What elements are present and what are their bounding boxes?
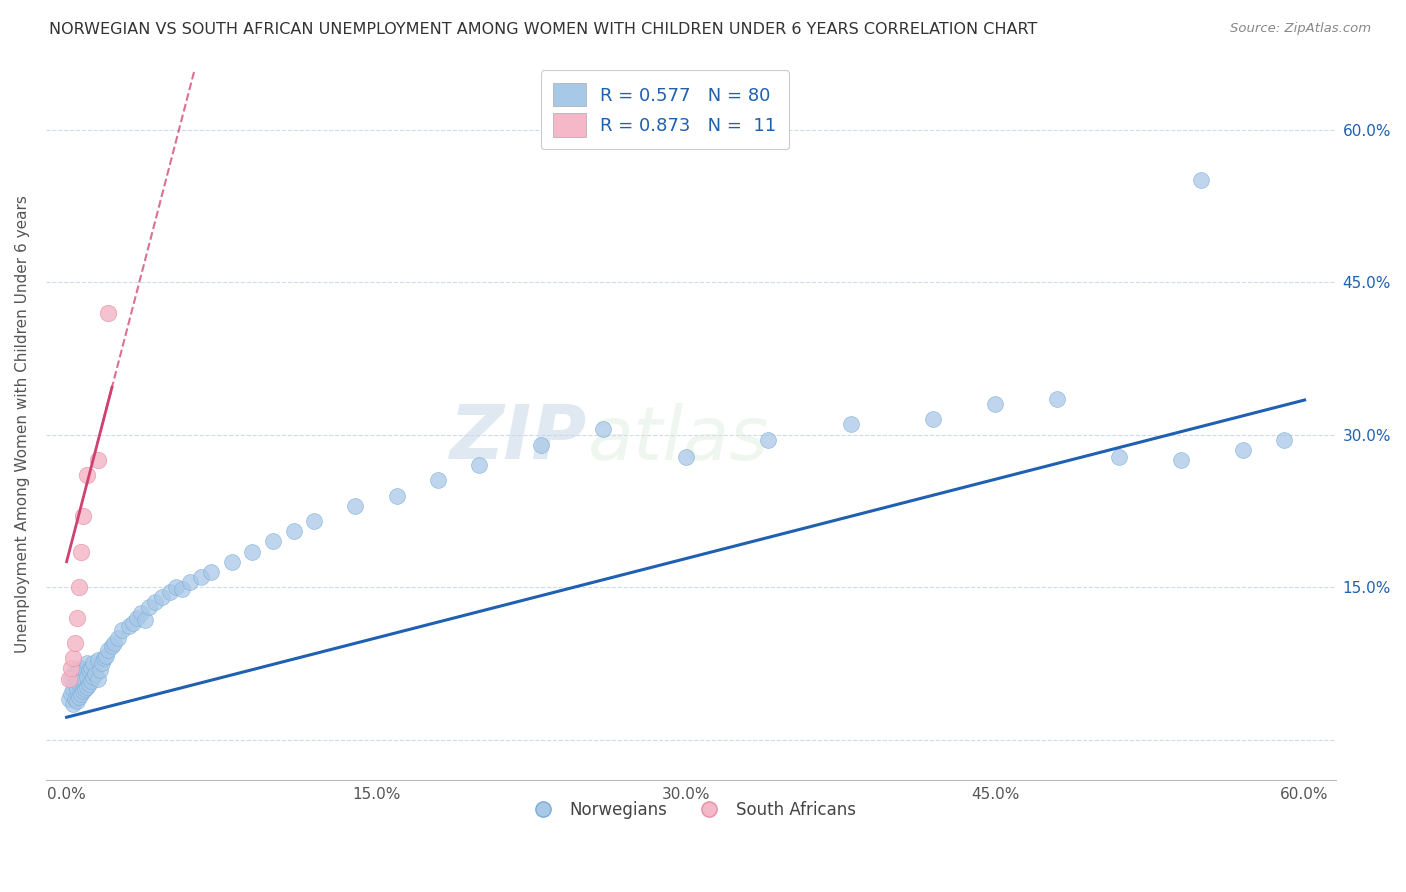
- Point: [94, 649, 117, 664]
- Point: [63, 676, 86, 690]
- Text: NORWEGIAN VS SOUTH AFRICAN UNEMPLOYMENT AMONG WOMEN WITH CHILDREN UNDER 6 YEARS : NORWEGIAN VS SOUTH AFRICAN UNEMPLOYMENT …: [49, 22, 1038, 37]
- Text: atlas: atlas: [588, 402, 769, 475]
- Point: [59, 672, 82, 686]
- Point: [63, 692, 86, 706]
- Point: [1170, 453, 1192, 467]
- Point: [143, 595, 166, 609]
- Point: [302, 514, 325, 528]
- Point: [75, 681, 97, 696]
- Point: [179, 574, 201, 589]
- Point: [134, 613, 156, 627]
- Point: [283, 524, 305, 538]
- Point: [76, 657, 98, 671]
- Point: [93, 651, 115, 665]
- Point: [70, 661, 93, 675]
- Y-axis label: Unemployment Among Women with Children Under 6 years: Unemployment Among Women with Children U…: [15, 195, 30, 653]
- Point: [468, 458, 491, 472]
- Point: [165, 580, 187, 594]
- Point: [344, 499, 367, 513]
- Text: Source: ZipAtlas.com: Source: ZipAtlas.com: [1230, 22, 1371, 36]
- Point: [62, 697, 84, 711]
- Point: [82, 670, 104, 684]
- Point: [76, 680, 98, 694]
- Point: [172, 582, 194, 596]
- Point: [240, 544, 263, 558]
- Point: [66, 673, 89, 688]
- Point: [90, 657, 112, 671]
- Point: [1272, 433, 1295, 447]
- Point: [121, 615, 143, 630]
- Point: [80, 673, 103, 688]
- Point: [66, 681, 89, 696]
- Point: [72, 508, 94, 523]
- Point: [262, 534, 284, 549]
- Point: [70, 544, 93, 558]
- Point: [385, 489, 408, 503]
- Point: [58, 692, 80, 706]
- Point: [101, 639, 124, 653]
- Point: [1108, 450, 1130, 464]
- Point: [592, 422, 614, 436]
- Point: [70, 673, 93, 688]
- Point: [67, 580, 90, 594]
- Point: [1046, 392, 1069, 406]
- Point: [97, 305, 120, 319]
- Point: [58, 672, 80, 686]
- Point: [80, 661, 103, 675]
- Point: [63, 666, 86, 681]
- Point: [63, 636, 86, 650]
- Point: [59, 687, 82, 701]
- Point: [75, 664, 97, 678]
- Point: [427, 473, 450, 487]
- Point: [62, 681, 84, 696]
- Point: [72, 672, 94, 686]
- Point: [70, 687, 93, 701]
- Point: [62, 666, 84, 681]
- Point: [117, 619, 139, 633]
- Point: [86, 653, 108, 667]
- Point: [159, 585, 181, 599]
- Point: [79, 676, 101, 690]
- Point: [984, 397, 1007, 411]
- Point: [103, 636, 125, 650]
- Point: [107, 631, 129, 645]
- Point: [125, 610, 148, 624]
- Point: [1232, 442, 1254, 457]
- Point: [59, 661, 82, 675]
- Point: [66, 664, 89, 678]
- Point: [84, 666, 107, 681]
- Point: [530, 438, 553, 452]
- Point: [82, 657, 104, 671]
- Point: [150, 591, 173, 605]
- Point: [89, 664, 111, 678]
- Point: [675, 450, 697, 464]
- Point: [86, 672, 108, 686]
- Point: [67, 690, 90, 704]
- Point: [97, 643, 120, 657]
- Point: [67, 676, 90, 690]
- Point: [221, 555, 243, 569]
- Point: [67, 664, 90, 678]
- Point: [62, 651, 84, 665]
- Point: [190, 570, 212, 584]
- Point: [111, 623, 134, 637]
- Point: [129, 606, 152, 620]
- Point: [72, 683, 94, 698]
- Point: [839, 417, 862, 432]
- Point: [922, 412, 945, 426]
- Point: [1191, 173, 1213, 187]
- Point: [66, 610, 89, 624]
- Point: [66, 694, 89, 708]
- Point: [79, 664, 101, 678]
- Text: ZIP: ZIP: [450, 402, 588, 475]
- Point: [76, 670, 98, 684]
- Point: [76, 468, 98, 483]
- Legend: Norwegians, South Africans: Norwegians, South Africans: [519, 794, 862, 825]
- Point: [756, 433, 779, 447]
- Point: [86, 453, 108, 467]
- Point: [138, 600, 160, 615]
- Point: [200, 565, 222, 579]
